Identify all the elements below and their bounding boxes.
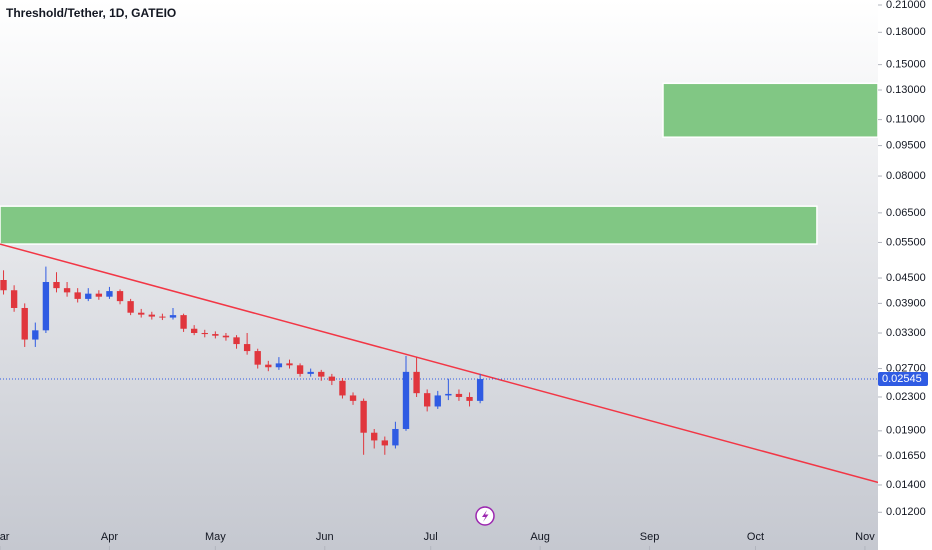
- y-tick-label: 0.04500: [886, 272, 926, 284]
- y-tick-label: 0.02700: [886, 362, 926, 374]
- candle-body: [423, 393, 431, 407]
- candle-body: [148, 314, 155, 317]
- candle-body: [307, 371, 314, 374]
- candle-body: [212, 334, 219, 336]
- candle-body: [243, 344, 251, 352]
- candle-body: [106, 291, 113, 297]
- price-axis-panel: [878, 0, 932, 550]
- x-tick-label: Nov: [855, 531, 875, 543]
- x-tick-label: Jun: [316, 531, 334, 543]
- y-tick-label: 0.18000: [886, 26, 926, 38]
- zone: [662, 82, 878, 138]
- candle-body: [318, 371, 325, 377]
- x-tick-label: Sep: [640, 531, 660, 543]
- axes: 0.21000 0.18000 0.15000 0.13000 0.11000 0.095…: [878, 0, 928, 518]
- candle-body: [42, 282, 50, 331]
- candle-body: [254, 351, 261, 365]
- candle-body: [0, 280, 7, 291]
- candle-body: [222, 335, 230, 338]
- candle-body: [116, 291, 124, 302]
- candle-body: [413, 371, 420, 394]
- trendline: [0, 243, 878, 484]
- candle-body: [180, 315, 187, 329]
- y-tick-label: 0.01400: [886, 479, 926, 491]
- candle-body: [85, 293, 92, 299]
- candle-body: [349, 395, 357, 401]
- y-tick-label: 0.02300: [886, 391, 926, 403]
- x-tick-label: Oct: [747, 531, 764, 543]
- candle-body: [434, 395, 441, 407]
- candle-body: [402, 371, 410, 429]
- plot-area: Mar Apr May Jun Jul Aug Sep Oct Nov: [0, 82, 878, 550]
- candle-body: [466, 396, 473, 401]
- y-tick-label: 0.03300: [886, 327, 926, 339]
- event-icon[interactable]: [475, 506, 495, 526]
- candle-body: [95, 293, 103, 297]
- y-tick-label: 0.21000: [886, 0, 926, 11]
- x-tick-label: Jul: [424, 531, 438, 543]
- candle-body: [455, 393, 463, 397]
- candle-body: [138, 312, 145, 315]
- last-price-label: 0.02545: [882, 373, 922, 385]
- candle-body: [159, 316, 166, 318]
- candle-body: [275, 363, 283, 368]
- candle-body: [445, 393, 452, 396]
- candle-body: [371, 432, 378, 441]
- candle-body: [296, 365, 304, 374]
- candle-body: [10, 290, 18, 308]
- candle-body: [360, 400, 367, 433]
- candle-body: [328, 376, 336, 381]
- candle-body: [381, 440, 388, 446]
- x-tick-label: Aug: [530, 531, 550, 543]
- y-tick-label: 0.08000: [886, 170, 926, 182]
- candle-body: [233, 337, 240, 345]
- candle-body: [32, 330, 39, 340]
- candle-body: [127, 301, 134, 313]
- x-tick-label: Apr: [101, 531, 118, 543]
- candle-body: [265, 364, 272, 368]
- candle-body: [190, 328, 198, 333]
- y-tick-label: 0.05500: [886, 236, 926, 248]
- y-tick-label: 0.11000: [886, 114, 925, 126]
- y-tick-label: 0.06500: [886, 207, 926, 219]
- y-tick-label: 0.01200: [886, 506, 926, 518]
- candle-body: [286, 363, 293, 366]
- candle-body: [21, 307, 28, 340]
- y-tick-label: 0.09500: [886, 139, 926, 151]
- candle-body: [53, 282, 60, 289]
- y-tick-label: 0.01650: [886, 450, 926, 462]
- candle-body: [169, 315, 177, 318]
- y-tick-label: 0.13000: [886, 84, 926, 96]
- x-tick-label: May: [205, 531, 226, 543]
- y-tick-label: 0.03900: [886, 297, 926, 309]
- y-tick-label: 0.15000: [886, 59, 926, 71]
- y-tick-label: 0.01900: [886, 425, 926, 437]
- candle-body: [392, 428, 399, 446]
- candle-body: [476, 379, 484, 401]
- chart-title: Threshold/Tether, 1D, GATEIO: [6, 6, 176, 20]
- candle-body: [63, 288, 71, 293]
- zone: [0, 205, 818, 245]
- candle-body: [201, 332, 208, 335]
- candle-body: [339, 380, 346, 396]
- x-tick-label: Mar: [0, 531, 10, 543]
- last-price-box: [878, 372, 928, 387]
- candle-body: [74, 292, 81, 299]
